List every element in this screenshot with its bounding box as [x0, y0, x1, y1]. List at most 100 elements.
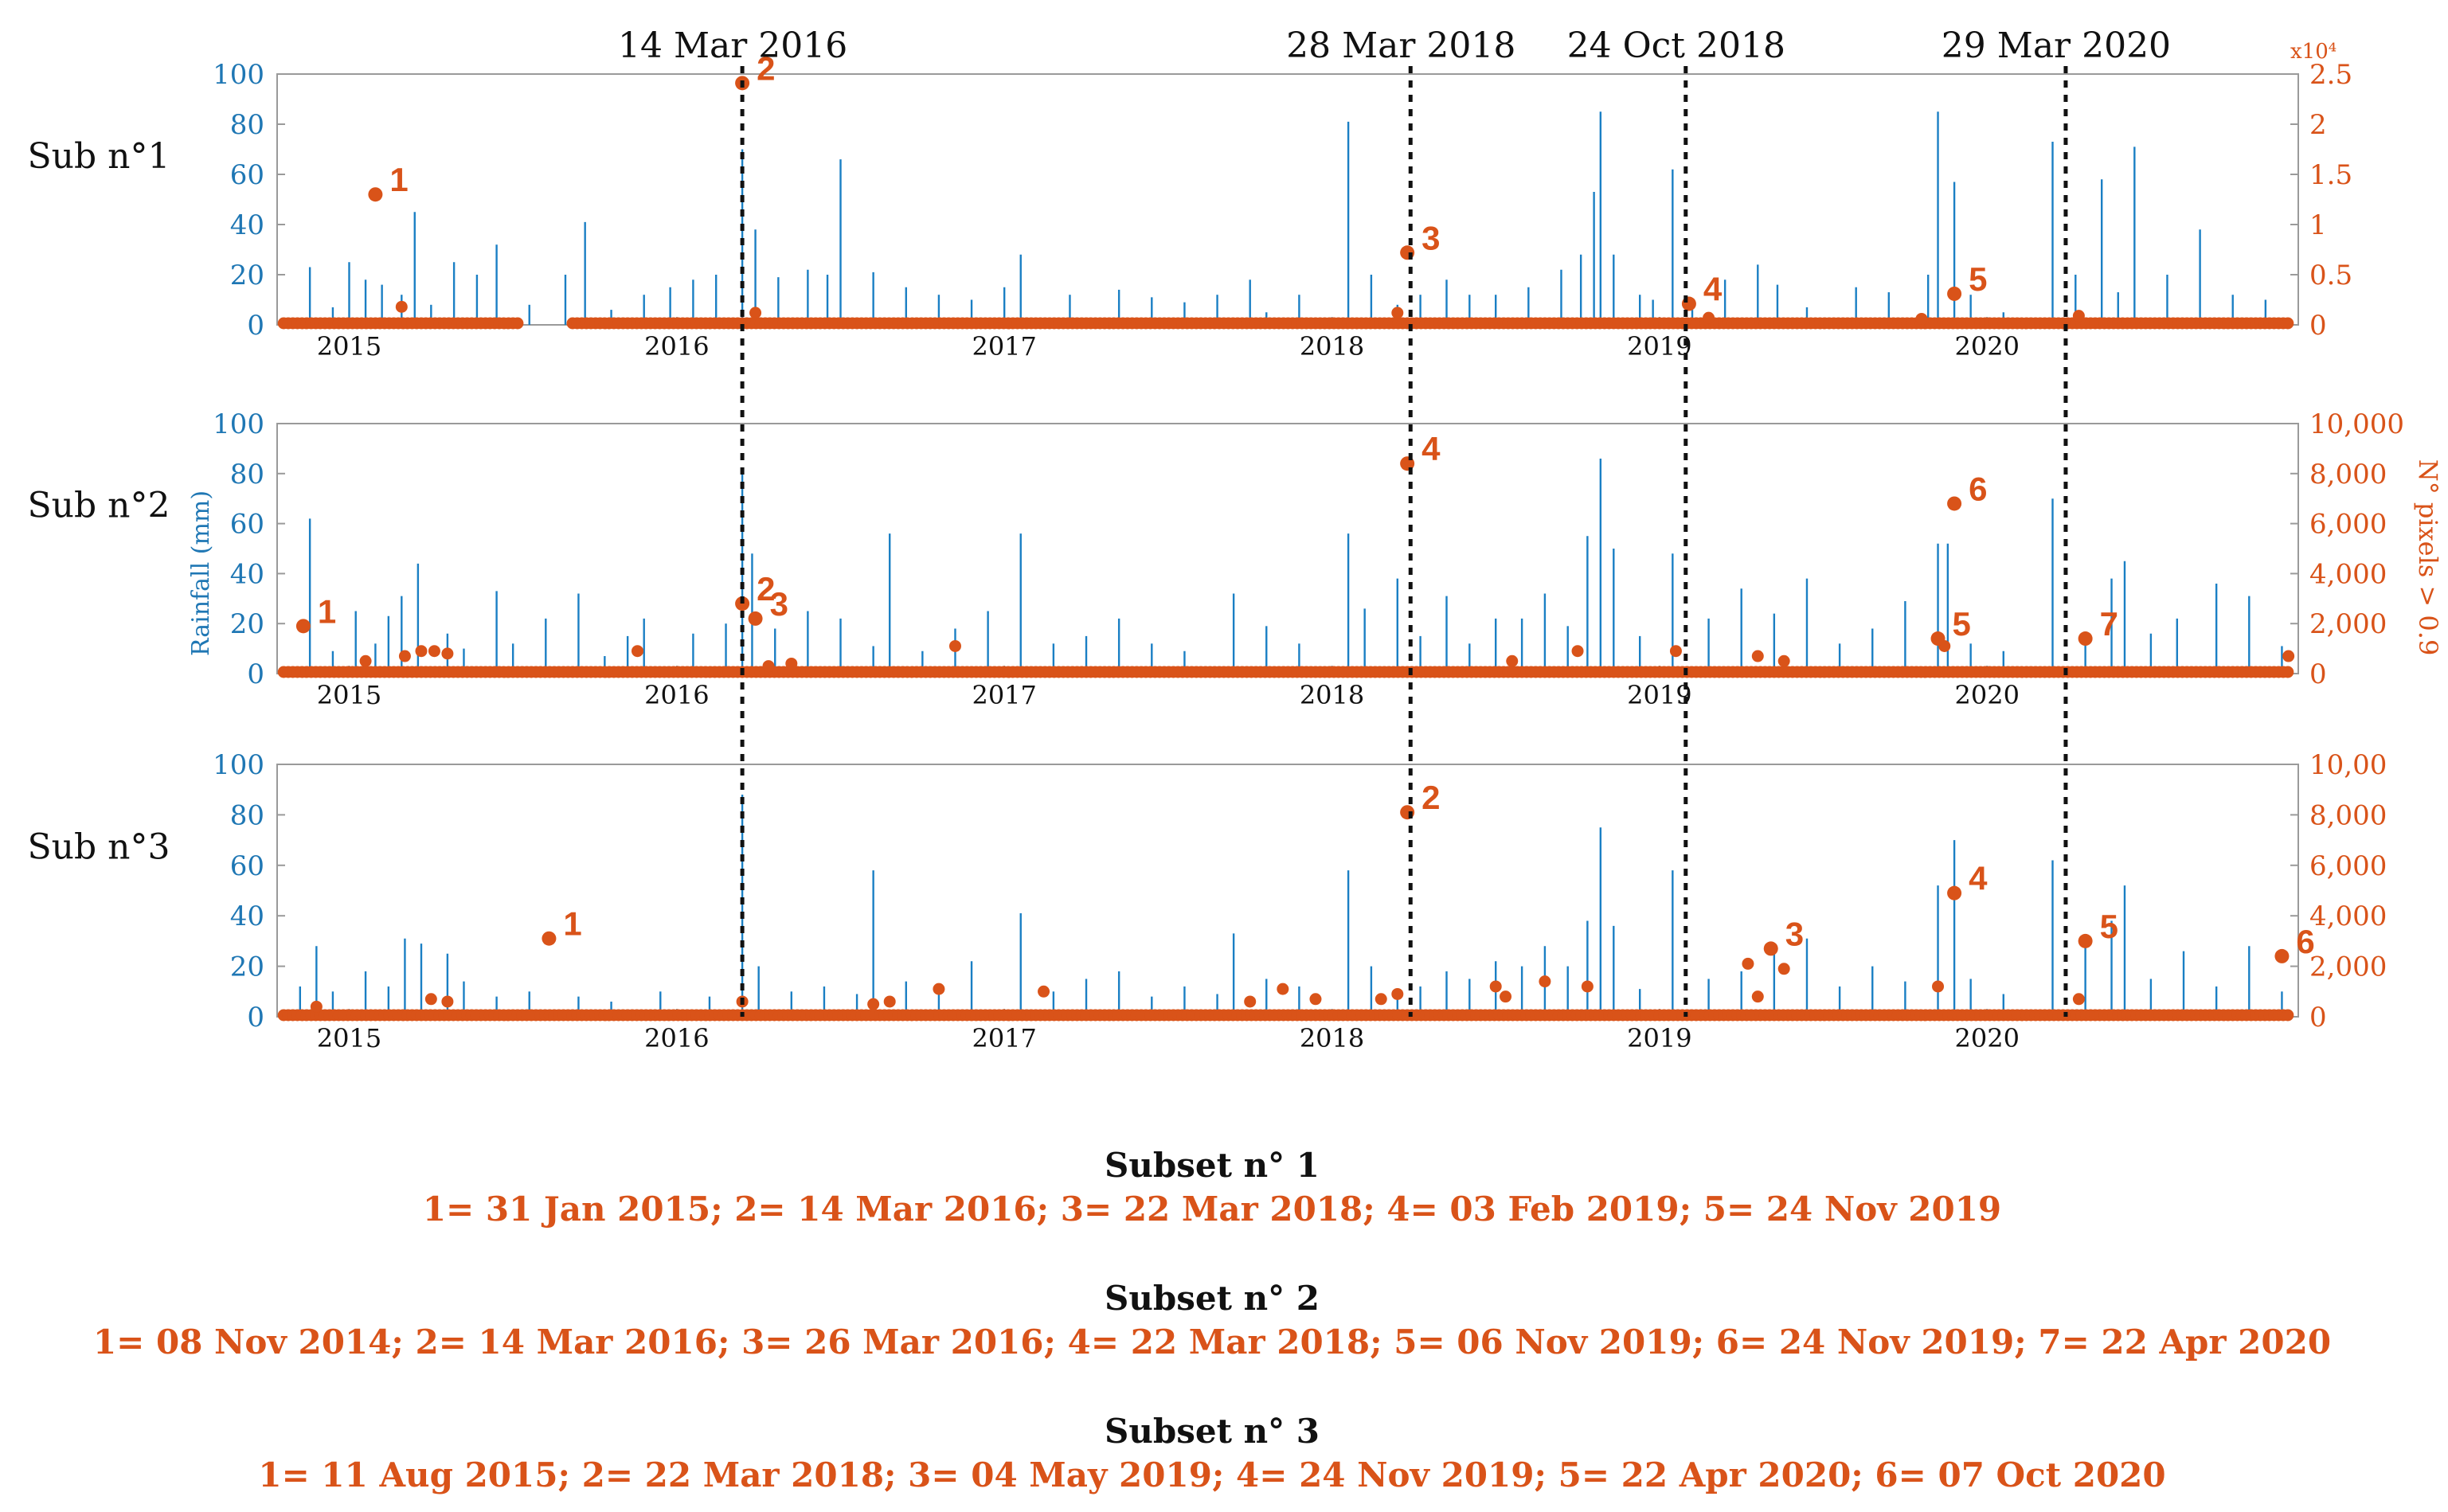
- legend-dates-subset-3: 1= 11 Aug 2015; 2= 22 Mar 2018; 3= 04 Ma…: [258, 1455, 2165, 1494]
- right-tick-label: 4,000: [2309, 901, 2387, 932]
- y-axis-label-pixels: N° pixels > 0.9: [2413, 459, 2443, 656]
- pixel-dot: [1309, 993, 1322, 1006]
- highlight-dot-1: [368, 187, 383, 202]
- x-tick-label: 2017: [972, 680, 1036, 710]
- highlight-dot-7: [2078, 631, 2093, 647]
- pixel-dot: [1571, 645, 1584, 658]
- right-axis-ticks: 0 2,000 4,000 6,000 8,000 10,00: [2290, 749, 2387, 1033]
- event-date-labels: 14 Mar 2016 28 Mar 2018 24 Oct 2018 29 Mar …: [618, 25, 2171, 66]
- panel-name: Sub n°1: [28, 136, 170, 177]
- right-tick-label: 1: [2309, 209, 2327, 241]
- highlight-label-3: 3: [1421, 219, 1440, 256]
- pixel-dot: [1277, 983, 1289, 995]
- x-tick-label: 2015: [317, 680, 381, 710]
- left-tick-label: 100: [213, 749, 264, 781]
- right-tick-label: 2: [2309, 109, 2327, 141]
- x-axis-ticks: 2015 2016 2017 2018 2019 2020: [317, 317, 2020, 361]
- pixel-count-series: [277, 957, 2294, 1022]
- highlight-dot-3: [748, 611, 763, 626]
- event-date-label-3: 24 Oct 2018: [1567, 25, 1785, 66]
- x-tick-label: 2015: [317, 331, 381, 361]
- x-tick-label: 2019: [1627, 680, 1691, 710]
- right-tick-label: 10,000: [2309, 408, 2404, 440]
- left-tick-label: 20: [230, 951, 264, 983]
- y-axis-label-rainfall: Rainfall (mm): [187, 490, 215, 656]
- pixel-dot: [2282, 650, 2295, 662]
- highlight-dot-5: [2078, 933, 2093, 948]
- pixel-dot: [785, 657, 798, 670]
- highlight-dot-5: [1947, 286, 1962, 301]
- highlight-dot-4: [1947, 885, 1962, 901]
- pixel-dot: [1751, 650, 1764, 662]
- legend-dates-subset-2: 1= 08 Nov 2014; 2= 14 Mar 2016; 3= 26 Ma…: [93, 1323, 2331, 1362]
- pixel-dot: [424, 993, 437, 1006]
- x-tick-label: 2016: [644, 331, 709, 361]
- event-date-label-2: 28 Mar 2018: [1286, 25, 1515, 66]
- left-tick-label: 40: [230, 558, 264, 590]
- pixel-dot: [1932, 980, 1945, 993]
- highlight-label-6: 6: [2296, 923, 2314, 960]
- legend-dates-subset-1: 1= 31 Jan 2015; 2= 14 Mar 2016; 3= 22 Ma…: [423, 1190, 2001, 1229]
- pixel-dot: [1506, 654, 1519, 667]
- pixel-dot: [1500, 990, 1512, 1003]
- highlight-label-1: 1: [563, 905, 581, 943]
- pixel-count-series: [277, 639, 2295, 678]
- pixel-dot: [1777, 963, 1790, 975]
- pixel-dot: [2282, 1009, 2294, 1022]
- highlight-dot-5: [1930, 631, 1945, 647]
- pixel-dot: [2072, 310, 2085, 322]
- event-date-label-4: 29 Mar 2020: [1942, 25, 2171, 66]
- highlight-dot-6: [2274, 948, 2290, 963]
- pixel-dot: [428, 645, 440, 658]
- left-axis-ticks: 0 20 40 60 80 100: [213, 59, 285, 342]
- pixel-dot: [762, 660, 775, 673]
- x-tick-label: 2020: [1955, 331, 2020, 361]
- highlight-label-6: 6: [1969, 470, 1987, 507]
- highlight-label-4: 4: [1421, 430, 1441, 467]
- highlight-label-2: 2: [757, 49, 775, 87]
- pixel-dot: [631, 645, 643, 658]
- plot-frame: [276, 73, 2299, 326]
- highlight-label-5: 5: [1969, 260, 1987, 298]
- highlight-dot-1: [542, 931, 557, 946]
- subset-date-legend: Subset n° 1 1= 31 Jan 2015; 2= 14 Mar 20…: [93, 1146, 2331, 1494]
- pixel-dot: [1244, 995, 1257, 1008]
- left-tick-label: 80: [230, 459, 264, 490]
- x-tick-label: 2019: [1627, 1023, 1691, 1053]
- x-tick-label: 2020: [1955, 680, 2020, 710]
- pixel-dot: [2282, 666, 2294, 678]
- event-date-label-1: 14 Mar 2016: [618, 25, 847, 66]
- left-tick-label: 80: [230, 799, 264, 831]
- left-tick-label: 60: [230, 509, 264, 541]
- pixel-dot: [2072, 993, 2085, 1006]
- x-tick-label: 2017: [972, 331, 1036, 361]
- left-tick-label: 100: [213, 59, 264, 91]
- right-tick-label: 0: [2309, 658, 2327, 690]
- highlight-label-3: 3: [1785, 915, 1804, 952]
- left-tick-label: 20: [230, 608, 264, 640]
- highlight-label-3: 3: [770, 585, 788, 623]
- x-tick-label: 2015: [317, 1023, 381, 1053]
- pixel-dot: [1751, 990, 1764, 1003]
- pixel-dot: [398, 650, 411, 662]
- left-axis-ticks: 0 20 40 60 80 100: [213, 749, 285, 1033]
- legend-title-subset-2: Subset n° 2: [1105, 1279, 1320, 1318]
- highlight-label-4: 4: [1969, 860, 1988, 897]
- x-tick-label: 2018: [1300, 331, 1364, 361]
- highlight-label-5: 5: [2100, 908, 2118, 945]
- highlight-label-5: 5: [1953, 605, 1971, 643]
- legend-title-subset-1: Subset n° 1: [1105, 1146, 1320, 1185]
- left-tick-label: 80: [230, 109, 264, 141]
- highlight-label-2: 2: [757, 570, 775, 608]
- highlight-dot-6: [1947, 496, 1962, 511]
- x-tick-label: 2017: [972, 1023, 1036, 1053]
- highlighted-events: 1 2 3 4 5 6: [542, 779, 2315, 963]
- right-tick-label: 8,000: [2309, 459, 2387, 490]
- highlighted-events: 1 2 3 4 5: [368, 49, 1987, 311]
- pixel-dot: [310, 1000, 323, 1013]
- right-tick-label: 8,000: [2309, 799, 2387, 831]
- left-tick-label: 40: [230, 901, 264, 932]
- pixel-dot: [1391, 307, 1404, 319]
